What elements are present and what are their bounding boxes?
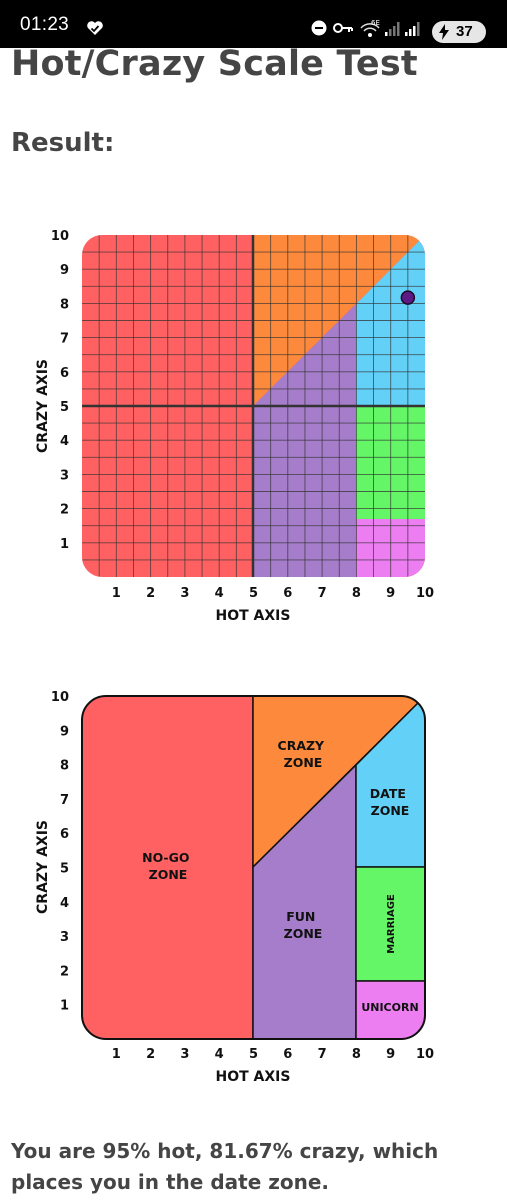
- date-zone-label: DATE ZONE: [370, 786, 411, 818]
- y-tick-labels: 1 2 3 4 5 6 7 8 9 10: [51, 229, 69, 552]
- battery-level: 37: [456, 23, 473, 40]
- hot-crazy-zone-chart: NO-GO ZONE CRAZY ZONE FUN ZONE DATE ZONE…: [35, 690, 434, 1085]
- y-tick-label: 1: [60, 999, 69, 1014]
- x-tick-label: 8: [352, 1047, 361, 1062]
- y-tick-label: 6: [60, 827, 69, 842]
- x-tick-label: 4: [215, 1047, 224, 1062]
- x-tick-label: 1: [112, 1047, 121, 1062]
- verified-heart-icon: [87, 21, 103, 35]
- result-point: [400, 290, 416, 305]
- y-tick-label: 3: [60, 468, 69, 483]
- page-title: Hot/Crazy Scale Test: [11, 44, 418, 84]
- x-tick-label: 6: [283, 1047, 292, 1062]
- x-tick-label: 10: [416, 1047, 434, 1062]
- x-tick-label: 7: [318, 1047, 327, 1062]
- x-tick-label: 8: [352, 586, 361, 601]
- y-axis-label: CRAZY AXIS: [35, 820, 51, 914]
- signal-icon-2: [405, 22, 420, 36]
- y-tick-label: 7: [60, 332, 69, 347]
- x-tick-labels: 1 2 3 4 5 6 7 8 9 10: [112, 586, 434, 601]
- x-tick-label: 9: [386, 1047, 395, 1062]
- y-tick-label: 6: [60, 366, 69, 381]
- unicorn-zone: [355, 980, 425, 1039]
- x-tick-label: 9: [386, 586, 395, 601]
- y-tick-label: 8: [60, 297, 69, 312]
- y-tick-label: 4: [60, 434, 69, 449]
- marriage-zone-label: MARRIAGE: [386, 894, 397, 954]
- y-tick-label: 2: [60, 964, 69, 979]
- y-tick-label: 9: [60, 263, 69, 278]
- y-tick-label: 2: [60, 503, 69, 518]
- y-tick-label: 4: [60, 896, 69, 911]
- date-zone: [355, 696, 425, 868]
- y-tick-label: 5: [60, 400, 69, 415]
- y-tick-labels: 1 2 3 4 5 6 7 8 9 10: [51, 690, 69, 1014]
- wifi-icon: 6E: [360, 19, 380, 37]
- key-icon: [333, 23, 353, 33]
- y-tick-label: 10: [51, 690, 69, 705]
- x-tick-label: 3: [180, 1047, 189, 1062]
- x-tick-labels: 1 2 3 4 5 6 7 8 9 10: [112, 1047, 434, 1062]
- x-tick-label: 2: [146, 1047, 155, 1062]
- x-tick-label: 5: [249, 586, 258, 601]
- x-tick-label: 5: [249, 1047, 258, 1062]
- battery-indicator: 37: [432, 21, 486, 43]
- y-tick-label: 3: [60, 930, 69, 945]
- x-axis-label: HOT AXIS: [216, 1069, 291, 1085]
- crazy-zone-label: CRAZY ZONE: [278, 738, 329, 770]
- x-axis-label: HOT AXIS: [216, 608, 291, 624]
- status-time: 01:23: [20, 14, 70, 35]
- x-tick-label: 2: [146, 586, 155, 601]
- signal-icon-1: [385, 22, 400, 36]
- x-tick-label: 6: [283, 586, 292, 601]
- do-not-disturb-icon: [311, 20, 327, 36]
- y-tick-label: 1: [60, 537, 69, 552]
- y-tick-label: 10: [51, 229, 69, 244]
- chart-border: [81, 695, 426, 1040]
- result-points: [400, 290, 416, 305]
- x-tick-label: 4: [215, 586, 224, 601]
- x-tick-label: 10: [416, 586, 434, 601]
- fun-zone: [252, 763, 357, 1039]
- y-tick-label: 9: [60, 724, 69, 739]
- y-tick-label: 7: [60, 793, 69, 808]
- result-text: You are 95% hot, 81.67% crazy, which pla…: [11, 1139, 439, 1194]
- y-tick-label: 8: [60, 759, 69, 774]
- y-axis-label: CRAZY AXIS: [35, 359, 51, 453]
- unicorn-zone-label: UNICORN: [361, 1001, 418, 1014]
- result-heading: Result:: [11, 128, 115, 158]
- network-label: 6E: [371, 19, 380, 27]
- status-bar: 01:23 6E 37: [0, 0, 507, 48]
- x-tick-label: 7: [318, 586, 327, 601]
- charging-bolt-icon: [439, 24, 449, 40]
- fun-zone-label: FUN ZONE: [284, 909, 323, 941]
- no-go-zone-label: NO-GO ZONE: [142, 850, 194, 882]
- y-tick-label: 5: [60, 862, 69, 877]
- hot-crazy-grid-chart: 1 2 3 4 5 6 7 8 9 10 1 2 3 4 5 6 7 8 9 10 HOT AXIS CRAZY A…: [35, 229, 434, 624]
- x-tick-label: 1: [112, 586, 121, 601]
- x-tick-label: 3: [180, 586, 189, 601]
